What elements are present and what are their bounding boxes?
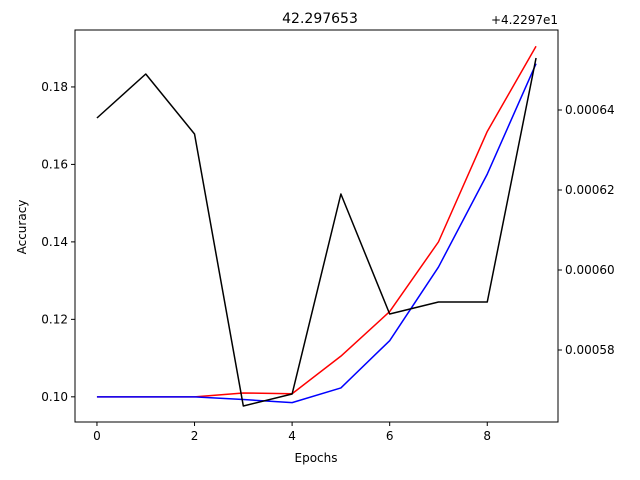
right-axis-offset-label: +4.2297e1 <box>491 13 558 27</box>
y-axis-label: Accuracy <box>15 200 29 255</box>
y2-tick-label: 0.00058 <box>565 343 615 357</box>
series-line-1 <box>96 63 537 404</box>
x-axis-label: Epochs <box>295 451 338 465</box>
x-tick-label: 6 <box>386 429 394 443</box>
chart-title: 42.297653 <box>282 11 358 27</box>
x-tick-label: 2 <box>191 429 199 443</box>
series-line-0 <box>96 45 537 398</box>
y2-tick-label: 0.00064 <box>565 103 615 117</box>
x-tick-label: 8 <box>483 429 491 443</box>
series-layer <box>96 45 537 407</box>
y2-tick-label: 0.00060 <box>565 263 615 277</box>
x-tick-label: 4 <box>288 429 296 443</box>
y-tick-label: 0.14 <box>41 235 68 249</box>
ticks-layer: 0 2 4 6 8 0.10 0.12 0.14 0.16 0.18 0.00058 0.00060 0… <box>41 80 614 443</box>
y-tick-label: 0.10 <box>41 390 68 404</box>
y2-tick-label: 0.00062 <box>565 183 615 197</box>
series-line-2 <box>96 57 537 407</box>
x-tick-label: 0 <box>93 429 101 443</box>
y-tick-label: 0.18 <box>41 80 68 94</box>
y-tick-label: 0.12 <box>41 312 68 326</box>
y-tick-label: 0.16 <box>41 157 68 171</box>
plot-frame <box>74 29 559 423</box>
